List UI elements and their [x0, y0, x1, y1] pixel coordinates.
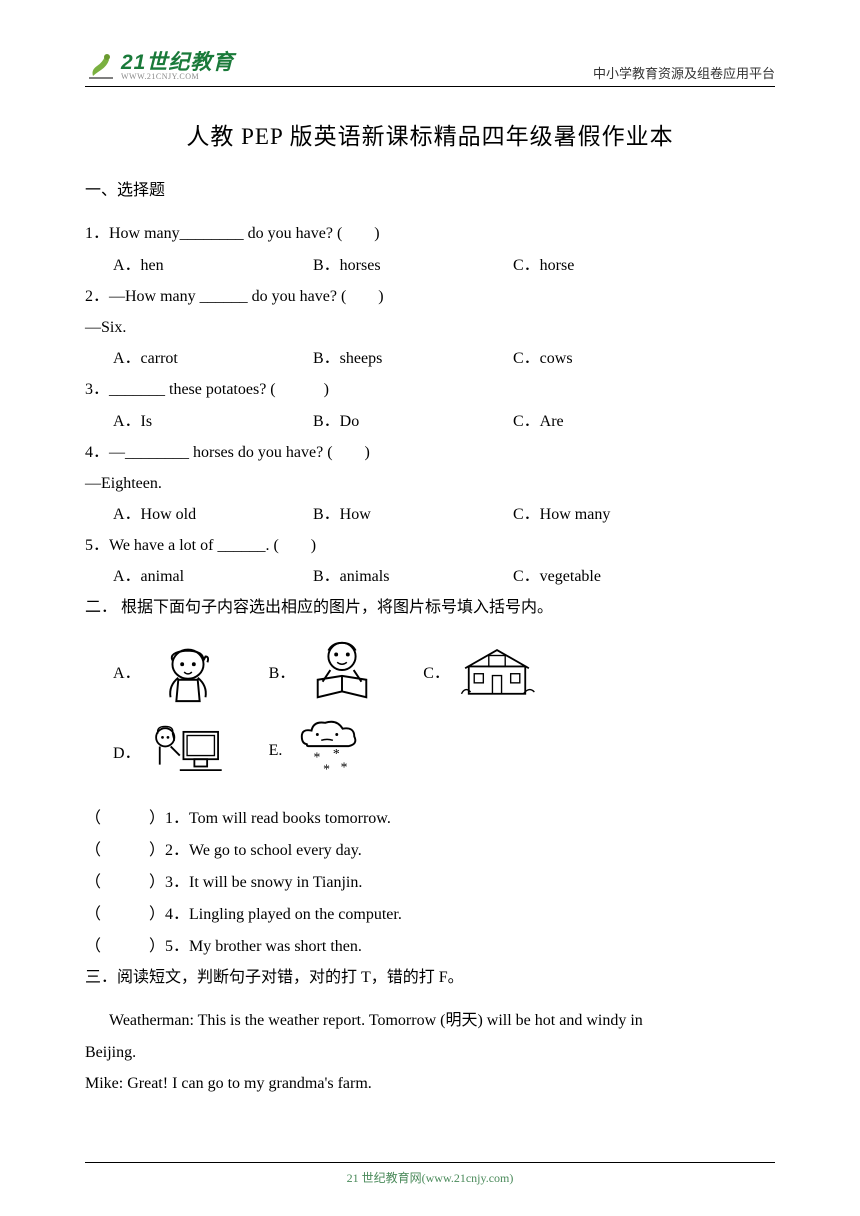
q2-opt-a[interactable]: A．carrot	[113, 343, 313, 374]
picture-a-boy-cap	[147, 635, 229, 707]
q3-opt-a[interactable]: A．Is	[113, 406, 313, 437]
page-title: 人教 PEP 版英语新课标精品四年级暑假作业本	[85, 117, 775, 151]
svg-text:*: *	[341, 759, 348, 774]
q5-opt-a[interactable]: A．animal	[113, 561, 313, 592]
match-4[interactable]: （ ）4．Lingling played on the computer.	[85, 899, 775, 931]
svg-text:*: *	[314, 750, 321, 765]
page-header: 21世纪教育 WWW.21CNJY.COM 中小学教育资源及组卷应用平台	[85, 50, 775, 87]
section1-heading: 一、选择题	[85, 176, 775, 206]
q5-options: A．animal B．animals C．vegetable	[85, 561, 775, 592]
q1-opt-b[interactable]: B．horses	[313, 250, 513, 281]
logo-icon	[85, 50, 117, 82]
picture-c-school	[456, 635, 538, 707]
q4-opt-b[interactable]: B．How	[313, 499, 513, 530]
q5-opt-c[interactable]: C．vegetable	[513, 561, 713, 592]
q5-opt-b[interactable]: B．animals	[313, 561, 513, 592]
q2-options: A．carrot B．sheeps C．cows	[85, 343, 775, 374]
match-2[interactable]: （ ）2．We go to school every day.	[85, 835, 775, 867]
q1-text: 1．How many________ do you have? ( )	[85, 218, 775, 249]
q3-options: A．Is B．Do C．Are	[85, 406, 775, 437]
page-footer: 21 世纪教育网(www.21cnjy.com)	[85, 1162, 775, 1186]
reading-line-1: Weatherman: This is the weather report. …	[85, 1005, 775, 1036]
pic-label-d: D．	[113, 739, 141, 763]
reading-line-2: Beijing.	[85, 1037, 775, 1068]
match-5[interactable]: （ ）5．My brother was short then.	[85, 931, 775, 963]
section2-heading: 二． 根据下面句子内容选出相应的图片，将图片标号填入括号内。	[85, 593, 775, 623]
match-1[interactable]: （ ）1．Tom will read books tomorrow.	[85, 803, 775, 835]
q2-answer: —Six.	[85, 312, 775, 343]
q4-options: A．How old B．How C．How many	[85, 499, 775, 530]
picture-b-boy-reading	[301, 635, 383, 707]
section3-heading: 三．阅读短文，判断句子对错，对的打 T，错的打 F。	[85, 963, 775, 993]
logo-sub-text: WWW.21CNJY.COM	[121, 73, 234, 81]
pic-label-e: E.	[269, 742, 283, 760]
picture-d-girl-computer	[147, 715, 229, 787]
q3-opt-c[interactable]: C．Are	[513, 406, 713, 437]
q1-opt-a[interactable]: A．hen	[113, 250, 313, 281]
pic-label-a: A．	[113, 659, 141, 683]
picture-row-2: D． E. * * *	[85, 715, 775, 787]
q2-opt-c[interactable]: C．cows	[513, 343, 713, 374]
header-right-text: 中小学教育资源及组卷应用平台	[593, 63, 775, 82]
logo: 21世纪教育 WWW.21CNJY.COM	[85, 50, 234, 82]
q4-opt-c[interactable]: C．How many	[513, 499, 713, 530]
logo-main-text: 21世纪教育	[121, 52, 234, 73]
q3-opt-b[interactable]: B．Do	[313, 406, 513, 437]
q4-answer: —Eighteen.	[85, 468, 775, 499]
q2-opt-b[interactable]: B．sheeps	[313, 343, 513, 374]
q1-options: A．hen B．horses C．horse	[85, 250, 775, 281]
q3-text: 3．_______ these potatoes? ( )	[85, 374, 775, 405]
reading-line-3: Mike: Great! I can go to my grandma's fa…	[85, 1068, 775, 1099]
q1-opt-c[interactable]: C．horse	[513, 250, 713, 281]
q4-text: 4．—________ horses do you have? ( )	[85, 437, 775, 468]
picture-e-snow-cloud: * * * *	[288, 715, 370, 787]
svg-text:*: *	[333, 746, 340, 761]
pic-label-c: C．	[423, 659, 450, 683]
q5-text: 5．We have a lot of ______. ( )	[85, 530, 775, 561]
svg-text:*: *	[324, 761, 331, 776]
q4-opt-a[interactable]: A．How old	[113, 499, 313, 530]
pic-label-b: B．	[269, 659, 296, 683]
q2-text: 2．—How many ______ do you have? ( )	[85, 281, 775, 312]
match-3[interactable]: （ ）3．It will be snowy in Tianjin.	[85, 867, 775, 899]
picture-row-1: A． B． C．	[85, 635, 775, 707]
